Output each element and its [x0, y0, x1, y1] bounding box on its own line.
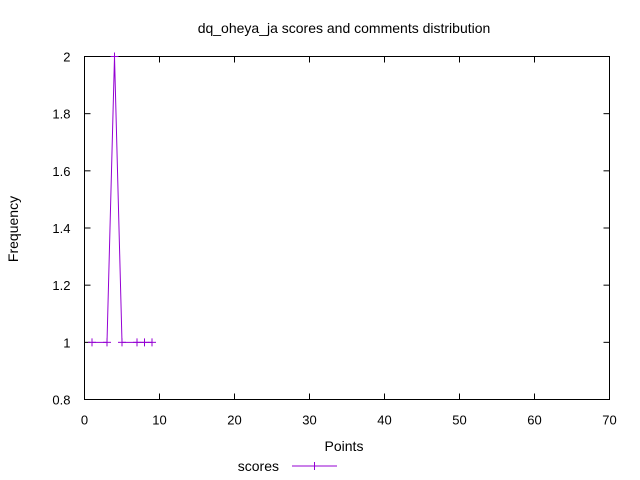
chart-title: dq_oheya_ja scores and comments distribu… — [198, 20, 491, 36]
y-tick-label: 0.8 — [52, 393, 70, 408]
legend-marker-scores — [310, 462, 319, 470]
x-tick-label: 30 — [302, 413, 316, 428]
data-point — [103, 338, 111, 347]
data-point — [133, 338, 141, 347]
y-tick-label: 2 — [63, 50, 70, 65]
x-tick-label: 70 — [602, 413, 616, 428]
x-axis: 0 10 20 30 40 50 60 70 — [81, 56, 617, 428]
legend: scores — [238, 458, 337, 474]
legend-marker-point — [310, 462, 319, 470]
x-tick-label: 20 — [227, 413, 241, 428]
x-tick-label: 60 — [527, 413, 541, 428]
data-point — [140, 338, 149, 347]
x-tick-label: 0 — [81, 413, 88, 428]
y-axis: 0.8 1 1.2 1.4 1.6 1.8 2 — [52, 50, 610, 408]
series-layer — [88, 52, 156, 347]
x-tick-label: 50 — [452, 413, 466, 428]
y-tick-label: 1 — [63, 335, 70, 350]
x-tick-label: 10 — [152, 413, 166, 428]
y-axis-label: Frequency — [5, 196, 21, 262]
y-tick-label: 1.4 — [52, 221, 70, 236]
data-point — [88, 338, 96, 347]
y-tick-label: 1.8 — [52, 107, 70, 122]
y-tick-label: 1.2 — [52, 278, 70, 293]
plot-frame — [84, 56, 610, 400]
y-tick-label: 1.6 — [52, 164, 70, 179]
data-point — [148, 338, 156, 347]
data-point — [110, 52, 119, 61]
x-axis-label: Points — [325, 438, 364, 454]
data-point — [118, 338, 126, 347]
series-line-scores — [92, 56, 152, 343]
legend-label-scores: scores — [238, 458, 279, 474]
x-tick-label: 40 — [377, 413, 391, 428]
